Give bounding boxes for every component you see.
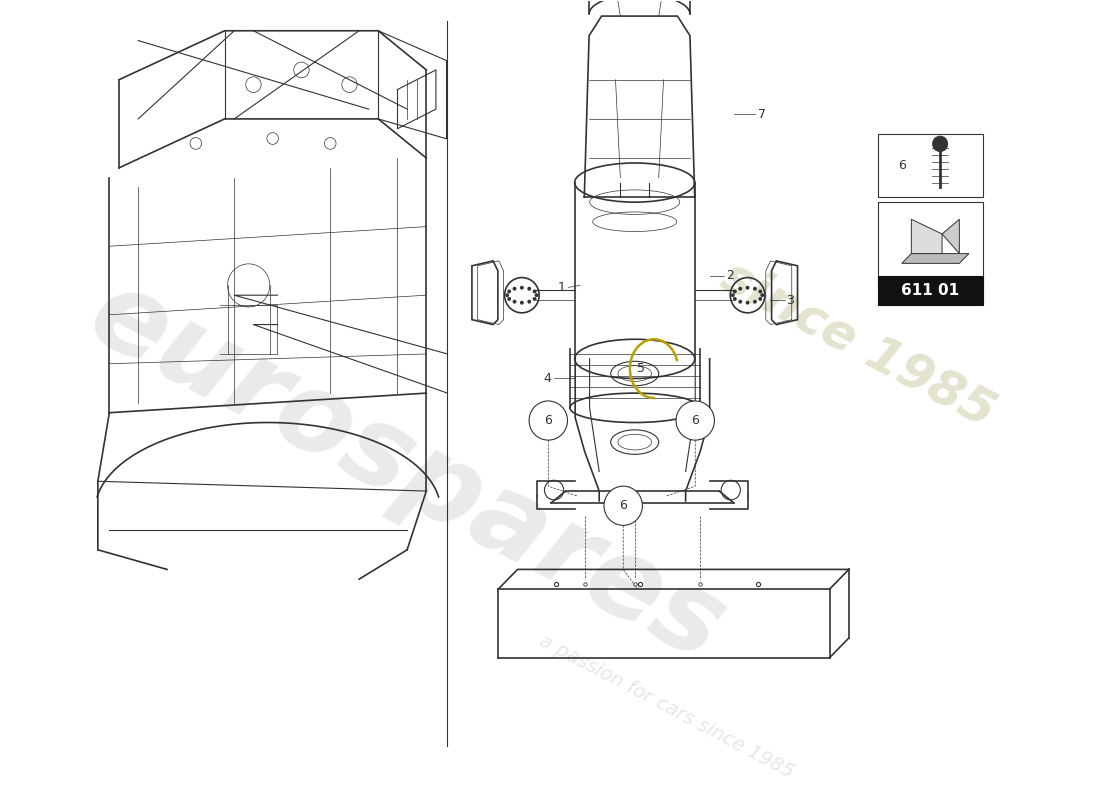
Circle shape bbox=[513, 286, 516, 290]
Circle shape bbox=[527, 300, 531, 304]
Text: eurospares: eurospares bbox=[72, 259, 743, 684]
Text: 4: 4 bbox=[543, 372, 551, 385]
Circle shape bbox=[738, 286, 742, 290]
Circle shape bbox=[505, 294, 509, 297]
FancyBboxPatch shape bbox=[878, 276, 983, 305]
Circle shape bbox=[529, 401, 568, 440]
Circle shape bbox=[746, 301, 749, 305]
Circle shape bbox=[758, 290, 762, 294]
Circle shape bbox=[754, 286, 757, 290]
Circle shape bbox=[507, 297, 512, 301]
Circle shape bbox=[527, 286, 531, 290]
Circle shape bbox=[733, 290, 737, 294]
Circle shape bbox=[532, 297, 537, 301]
Circle shape bbox=[746, 286, 749, 290]
Circle shape bbox=[513, 300, 516, 304]
Circle shape bbox=[520, 301, 524, 305]
Text: 3: 3 bbox=[786, 294, 794, 306]
Text: 6: 6 bbox=[691, 414, 700, 427]
Circle shape bbox=[507, 290, 512, 294]
Text: 6: 6 bbox=[544, 414, 552, 427]
Polygon shape bbox=[942, 219, 959, 254]
Circle shape bbox=[532, 290, 537, 294]
Text: 5: 5 bbox=[637, 362, 646, 375]
Circle shape bbox=[733, 297, 737, 301]
Circle shape bbox=[676, 401, 714, 440]
Text: a passion for cars since 1985: a passion for cars since 1985 bbox=[536, 631, 796, 782]
Text: 7: 7 bbox=[758, 107, 766, 121]
Circle shape bbox=[535, 294, 539, 297]
Circle shape bbox=[933, 136, 948, 152]
Circle shape bbox=[758, 297, 762, 301]
Text: 6: 6 bbox=[898, 159, 905, 172]
Circle shape bbox=[732, 294, 735, 297]
Text: 1: 1 bbox=[558, 281, 565, 294]
Polygon shape bbox=[902, 254, 969, 263]
Circle shape bbox=[520, 286, 524, 290]
Circle shape bbox=[738, 300, 742, 304]
Text: 6: 6 bbox=[619, 499, 627, 512]
Circle shape bbox=[604, 486, 642, 526]
Polygon shape bbox=[911, 219, 942, 254]
Text: 2: 2 bbox=[726, 269, 734, 282]
Text: 611 01: 611 01 bbox=[902, 282, 959, 298]
Text: since 1985: since 1985 bbox=[714, 252, 1003, 436]
Circle shape bbox=[754, 300, 757, 304]
Circle shape bbox=[760, 294, 764, 297]
